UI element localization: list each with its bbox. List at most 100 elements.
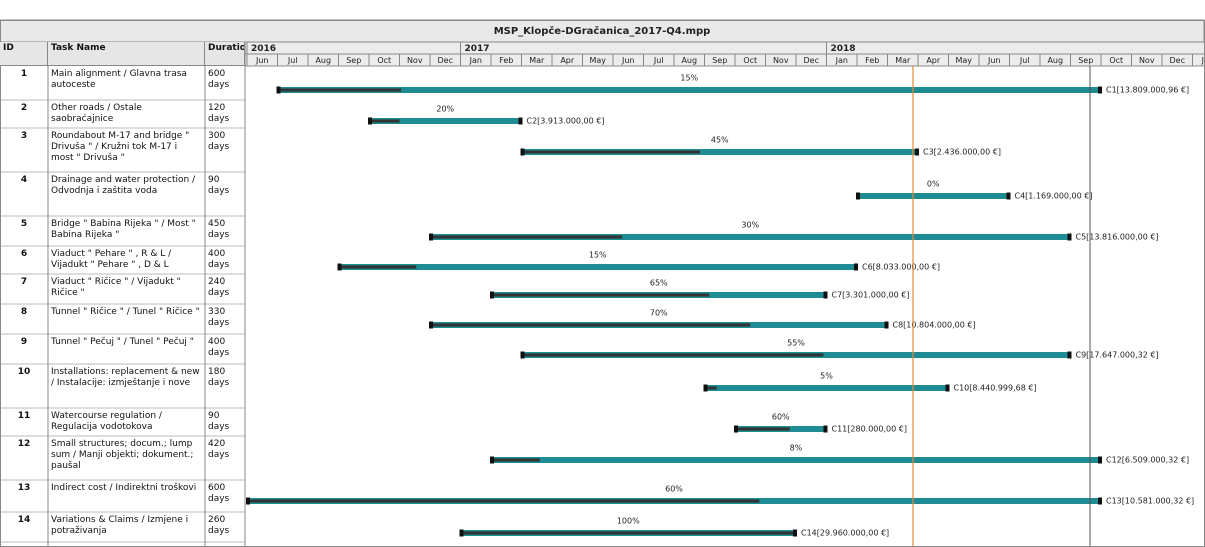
task-duration: 420 days <box>208 439 230 460</box>
task-id: 13 <box>17 483 31 493</box>
task-name: Tunnel " Ričice " / Tunel " Ričice " <box>51 307 200 317</box>
month-label: Sep <box>712 56 727 65</box>
month-label: Mar <box>895 56 911 65</box>
cost-label: C4[1.169.000,00 €] <box>1015 192 1093 201</box>
progress-bar <box>735 427 790 431</box>
bar-start-cap <box>520 148 525 156</box>
month-label: Aug <box>1047 56 1063 65</box>
cost-label: C10[8.440.999,68 €] <box>954 384 1037 393</box>
bar-start-cap <box>459 529 464 537</box>
month-label: Apr <box>926 56 941 65</box>
month-label: Nov <box>407 56 423 65</box>
month-label: Nov <box>1139 56 1155 65</box>
progress-label: 5% <box>820 372 833 381</box>
task-duration: 450 days <box>208 219 230 240</box>
progress-bar <box>521 353 824 357</box>
month-label: Sep <box>346 56 361 65</box>
task-bar <box>338 264 857 270</box>
task-name: Indirect cost / Indirektni troškovi <box>51 483 197 493</box>
task-name: Drainage and water protection / Odvodnja… <box>51 175 196 196</box>
progress-bar <box>430 235 623 239</box>
month-label: Jul <box>287 56 298 65</box>
task-name: Main alignment / Glavna trasa autoceste <box>51 69 187 90</box>
progress-label: 30% <box>741 221 759 230</box>
task-duration: 600 days <box>208 69 230 90</box>
progress-label: 60% <box>772 413 790 422</box>
month-label: Nov <box>773 56 789 65</box>
task-id: 7 <box>20 277 28 287</box>
task-duration: 180 days <box>208 367 230 388</box>
month-label: May <box>589 56 606 65</box>
month-label: Aug <box>315 56 331 65</box>
column-header: ID <box>0 42 48 66</box>
month-label: Jun <box>987 56 1001 65</box>
progress-label: 65% <box>650 279 668 288</box>
bar-end-cap <box>823 291 828 299</box>
cost-label: C8[10.804.000,00 €] <box>893 321 976 330</box>
progress-label: 20% <box>436 105 454 114</box>
bar-end-cap <box>1006 192 1011 200</box>
month-label: Dec <box>804 56 819 65</box>
file-title: MSP_Klopče-DGračanica_2017-Q4.mpp <box>494 25 711 37</box>
cost-label: C5[13.816.000,00 €] <box>1076 233 1159 242</box>
progress-label: 70% <box>650 309 668 318</box>
task-name: Viaduct " Ričice " / Vijadukt " Ričice " <box>51 277 181 298</box>
cost-label: C1[13.809.000,96 €] <box>1106 86 1189 95</box>
task-id: 12 <box>17 439 31 449</box>
task-bar <box>491 457 1101 463</box>
month-label: Aug <box>681 56 697 65</box>
task-bar <box>521 149 918 155</box>
bar-end-cap <box>1098 456 1102 464</box>
progress-bar <box>369 119 400 123</box>
month-label: Dec <box>1170 56 1185 65</box>
task-duration: 600 days <box>208 483 230 504</box>
month-label: Feb <box>865 56 879 65</box>
task-bar <box>277 87 1101 93</box>
task-id: 9 <box>20 337 28 347</box>
task-id: 5 <box>20 219 28 229</box>
month-label: Jan <box>835 56 848 65</box>
task-bar <box>857 193 1010 199</box>
task-name: Small structures; docum.; lump sum / Man… <box>51 439 194 471</box>
cost-label: C6[8.033.000,00 €] <box>862 263 940 272</box>
month-label: Oct <box>1109 56 1123 65</box>
month-label: May <box>955 56 972 65</box>
task-name: Bridge " Babina Rijeka " / Most " Babina… <box>51 219 196 240</box>
bar-end-cap <box>793 529 797 537</box>
bar-end-cap <box>915 148 919 156</box>
progress-label: 0% <box>927 180 940 189</box>
bar-end-cap <box>1067 233 1072 241</box>
task-name: Watercourse regulation / Regulacija vodo… <box>51 411 162 432</box>
bar-end-cap <box>1067 351 1072 359</box>
task-id: 8 <box>20 307 28 317</box>
task-duration: 260 days <box>208 515 230 536</box>
task-name: Installations: replacement & new / Insta… <box>51 367 200 388</box>
task-bar <box>704 385 949 391</box>
progress-bar <box>704 386 717 390</box>
progress-bar <box>277 88 402 92</box>
task-name: Other roads / Ostale saobraćajnice <box>51 103 142 124</box>
task-id: 14 <box>17 515 31 525</box>
task-duration: 90 days <box>208 411 230 432</box>
task-duration: 400 days <box>208 249 230 270</box>
progress-bar <box>521 150 700 154</box>
bar-end-cap <box>945 384 950 392</box>
month-label: Jun <box>621 56 635 65</box>
column-header: Task Name <box>48 42 205 66</box>
task-id: 3 <box>20 131 28 141</box>
task-id: 10 <box>17 367 31 377</box>
bar-start-cap <box>429 321 433 329</box>
task-duration: 300 days <box>208 131 230 152</box>
progress-bar <box>338 265 417 269</box>
year-label: 2018 <box>831 44 856 54</box>
task-id: 4 <box>20 175 28 185</box>
progress-bar <box>247 499 760 503</box>
progress-bar <box>491 458 540 462</box>
month-label: Oct <box>377 56 391 65</box>
task-name: Variations & Claims / Izmjene i potraživ… <box>51 515 189 536</box>
task-id: 2 <box>20 103 28 113</box>
column-header: Duration <box>205 42 245 66</box>
cost-label: C3[2.436.000,00 €] <box>923 148 1001 157</box>
cost-label: C2[3.913.000,00 €] <box>527 117 605 126</box>
bar-start-cap <box>276 86 281 94</box>
